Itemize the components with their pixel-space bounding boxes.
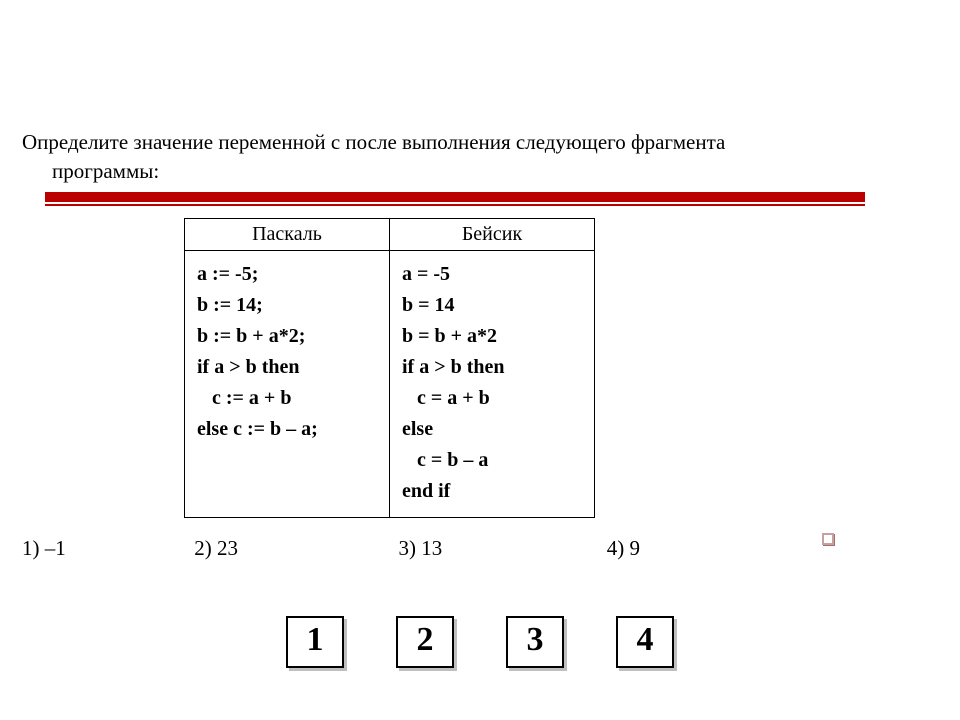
header-basic: Бейсик	[390, 219, 595, 251]
answer-button-1[interactable]: 1	[286, 616, 344, 668]
table-header-row: Паскаль Бейсик	[185, 219, 595, 251]
pascal-code: a := -5; b := 14; b := b + a*2; if a > b…	[185, 251, 390, 518]
rule-thick	[45, 192, 865, 202]
answer-button-4[interactable]: 4	[616, 616, 674, 668]
answer-options-line: 1) –1 2) 23 3) 13 4) 9	[22, 536, 922, 561]
option-1: 1) –1	[22, 536, 66, 561]
prompt-line-2: программы:	[22, 157, 922, 186]
prompt-line-1: Определите значение переменной c после в…	[22, 130, 725, 154]
rule-thin	[45, 204, 865, 206]
option-3: 3) 13	[399, 536, 443, 561]
header-pascal: Паскаль	[185, 219, 390, 251]
question-prompt: Определите значение переменной c после в…	[22, 128, 922, 187]
slide: Определите значение переменной c после в…	[0, 0, 960, 720]
list-bullet-icon	[822, 533, 834, 545]
answer-buttons: 1 2 3 4	[0, 616, 960, 668]
code-table: Паскаль Бейсик a := -5; b := 14; b := b …	[184, 218, 595, 518]
option-2: 2) 23	[194, 536, 238, 561]
basic-code: a = -5 b = 14 b = b + a*2 if a > b then …	[390, 251, 595, 518]
option-4: 4) 9	[607, 536, 640, 561]
title-rule	[45, 192, 865, 206]
table-code-row: a := -5; b := 14; b := b + a*2; if a > b…	[185, 251, 595, 518]
answer-button-3[interactable]: 3	[506, 616, 564, 668]
answer-button-2[interactable]: 2	[396, 616, 454, 668]
